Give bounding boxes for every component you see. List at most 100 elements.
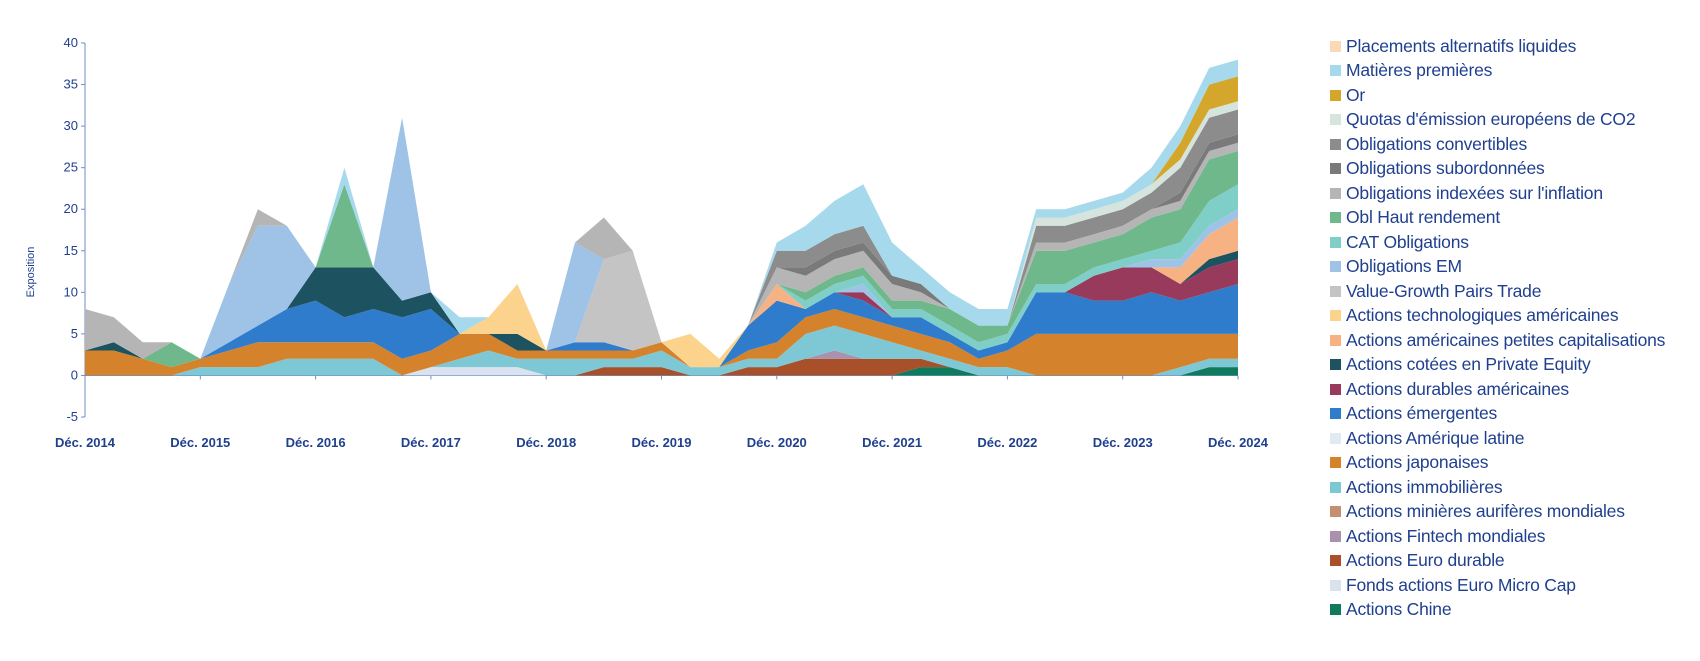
legend-item: Actions Amérique latine [1330,426,1700,451]
legend-item: Actions Fintech mondiales [1330,524,1700,549]
legend-swatch [1330,285,1341,297]
x-tick-label: Déc. 2023 [1093,435,1153,450]
legend-swatch [1330,432,1341,444]
legend-item: CAT Obligations [1330,230,1700,255]
y-tick-label: 35 [64,77,78,92]
legend-swatch [1330,65,1341,77]
legend-swatch [1330,359,1341,371]
legend-label: Matières premières [1346,60,1493,81]
legend-label: Obligations convertibles [1346,133,1527,154]
y-axis: -5 0 5 10 15 20 25 30 35 40 [64,35,86,424]
legend-label: Obl Haut rendement [1346,207,1500,228]
y-tick-label: 40 [64,35,78,50]
legend-label: Actions américaines petites capitalisati… [1346,329,1666,350]
legend-item: Placements alternatifs liquides [1330,34,1700,59]
legend-item: Matières premières [1330,59,1700,84]
legend-swatch [1330,334,1341,346]
legend-swatch [1330,89,1341,101]
legend-item: Actions durables américaines [1330,377,1700,402]
legend-label: Actions Chine [1346,599,1452,620]
legend-item: Actions cotées en Private Equity [1330,353,1700,378]
legend-item: Actions américaines petites capitalisati… [1330,328,1700,353]
x-tick-label: Déc. 2021 [862,435,922,450]
legend-swatch [1330,236,1341,248]
x-axis: Déc. 2014 Déc. 2015 Déc. 2016 Déc. 2017 Déc.… [55,374,1269,450]
x-tick-label: Déc. 2024 [1208,435,1269,450]
legend-label: Actions cotées en Private Equity [1346,354,1591,375]
legend-label: CAT Obligations [1346,231,1469,252]
series-area-21 [85,358,1238,376]
x-tick-label: Déc. 2017 [401,435,461,450]
legend-item: Obl Haut rendement [1330,206,1700,231]
x-tick-label: Déc. 2016 [286,435,346,450]
legend-item: Actions Euro durable [1330,549,1700,574]
legend-label: Quotas d'émission européens de CO2 [1346,109,1636,130]
x-tick-label: Déc. 2014 [55,435,116,450]
legend-item: Actions minières aurifères mondiales [1330,500,1700,525]
legend-item: Actions émergentes [1330,402,1700,427]
legend-label: Actions immobilières [1346,476,1503,497]
legend-label: Actions durables américaines [1346,378,1569,399]
y-tick-label: 10 [64,284,78,299]
legend-item: Quotas d'émission européens de CO2 [1330,108,1700,133]
legend-swatch [1330,604,1341,616]
legend-label: Actions Euro durable [1346,550,1505,571]
legend-label: Actions technologiques américaines [1346,305,1619,326]
legend-swatch [1330,187,1341,199]
legend-item: Actions japonaises [1330,451,1700,476]
legend-swatch [1330,383,1341,395]
y-tick-label: 0 [71,367,78,382]
y-tick-label: 30 [64,118,78,133]
legend-swatch [1330,408,1341,420]
legend-swatch [1330,40,1341,52]
legend: Placements alternatifs liquides Matières … [1330,34,1700,622]
legend-item: Actions technologiques américaines [1330,304,1700,329]
x-tick-label: Déc. 2022 [977,435,1037,450]
legend-swatch [1330,555,1341,567]
legend-label: Actions minières aurifères mondiales [1346,501,1625,522]
y-tick-label: -5 [66,409,78,424]
legend-label: Obligations subordonnées [1346,158,1545,179]
y-tick-label: 5 [71,326,78,341]
legend-item: Obligations indexées sur l'inflation [1330,181,1700,206]
legend-item: Value-Growth Pairs Trade [1330,279,1700,304]
legend-swatch [1330,310,1341,322]
legend-swatch [1330,163,1341,175]
legend-item: Fonds actions Euro Micro Cap [1330,573,1700,598]
series-areas [85,59,1238,376]
y-tick-label: 20 [64,201,78,216]
y-tick-label: 25 [64,160,78,175]
x-tick-label: Déc. 2018 [516,435,576,450]
legend-swatch [1330,138,1341,150]
legend-swatch [1330,530,1341,542]
legend-swatch [1330,457,1341,469]
legend-swatch [1330,212,1341,224]
legend-swatch [1330,114,1341,126]
legend-swatch [1330,261,1341,273]
series-area-13 [85,250,1238,368]
legend-label: Actions japonaises [1346,452,1489,473]
legend-label: Or [1346,84,1366,105]
legend-label: Fonds actions Euro Micro Cap [1346,574,1576,595]
legend-swatch [1330,579,1341,591]
legend-item: Obligations EM [1330,255,1700,280]
legend-label: Actions Fintech mondiales [1346,525,1546,546]
legend-label: Placements alternatifs liquides [1346,35,1577,56]
series-area-23 [85,367,1238,376]
legend-item: Obligations subordonnées [1330,157,1700,182]
legend-label: Actions émergentes [1346,403,1498,424]
y-axis-label: Exposition [25,247,37,298]
legend-label: Actions Amérique latine [1346,427,1525,448]
x-tick-label: Déc. 2019 [632,435,692,450]
legend-label: Value-Growth Pairs Trade [1346,280,1542,301]
series-area-15 [85,284,1238,368]
legend-item: Or [1330,83,1700,108]
legend-item: Obligations convertibles [1330,132,1700,157]
legend-label: Obligations EM [1346,256,1462,277]
legend-swatch [1330,481,1341,493]
legend-swatch [1330,506,1341,518]
legend-item: Actions Chine [1330,598,1700,623]
y-tick-label: 15 [64,243,78,258]
legend-item: Actions immobilières [1330,475,1700,500]
